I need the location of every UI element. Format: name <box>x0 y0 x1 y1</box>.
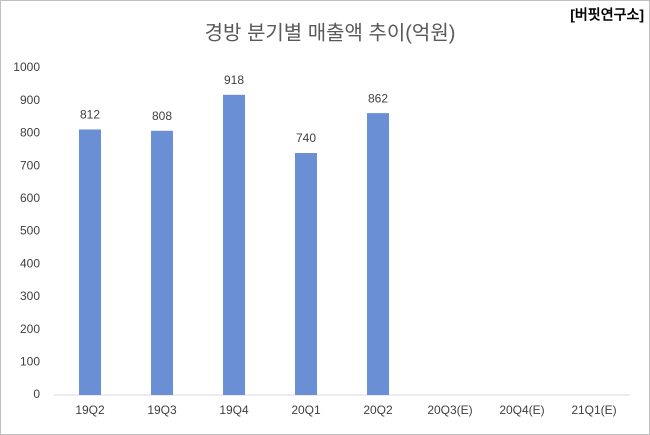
x-tick-label: 20Q2 <box>363 403 393 417</box>
y-tick-label: 0 <box>33 387 40 401</box>
data-label: 808 <box>152 109 172 123</box>
y-tick-label: 200 <box>20 322 40 336</box>
x-tick-label: 20Q4(E) <box>499 403 544 417</box>
chart-title: 경방 분기별 매출액 추이(억원) <box>205 21 456 44</box>
y-tick-label: 600 <box>20 191 40 205</box>
y-tick-label: 100 <box>20 354 40 368</box>
bar <box>295 153 317 395</box>
bar <box>151 130 173 395</box>
x-tick-label: 19Q3 <box>147 403 177 417</box>
data-label: 918 <box>224 73 244 87</box>
watermark: [버핏연구소] <box>570 7 644 23</box>
x-tick-label: 19Q4 <box>219 403 249 417</box>
bar <box>79 129 101 395</box>
x-tick-label: 19Q2 <box>75 403 105 417</box>
y-tick-label: 800 <box>20 126 40 140</box>
bar <box>367 113 389 395</box>
y-tick-label: 400 <box>20 256 40 270</box>
x-tick-label: 20Q3(E) <box>427 403 472 417</box>
x-tick-label: 21Q1(E) <box>571 403 616 417</box>
y-tick-label: 900 <box>20 93 40 107</box>
y-tick-label: 700 <box>20 158 40 172</box>
y-tick-label: 1000 <box>13 60 40 74</box>
data-label: 812 <box>80 108 100 122</box>
x-tick-label: 20Q1 <box>291 403 321 417</box>
y-tick-label: 500 <box>20 224 40 238</box>
bar <box>223 94 245 396</box>
data-label: 740 <box>296 131 316 145</box>
y-tick-label: 300 <box>20 289 40 303</box>
data-label: 862 <box>368 91 388 105</box>
